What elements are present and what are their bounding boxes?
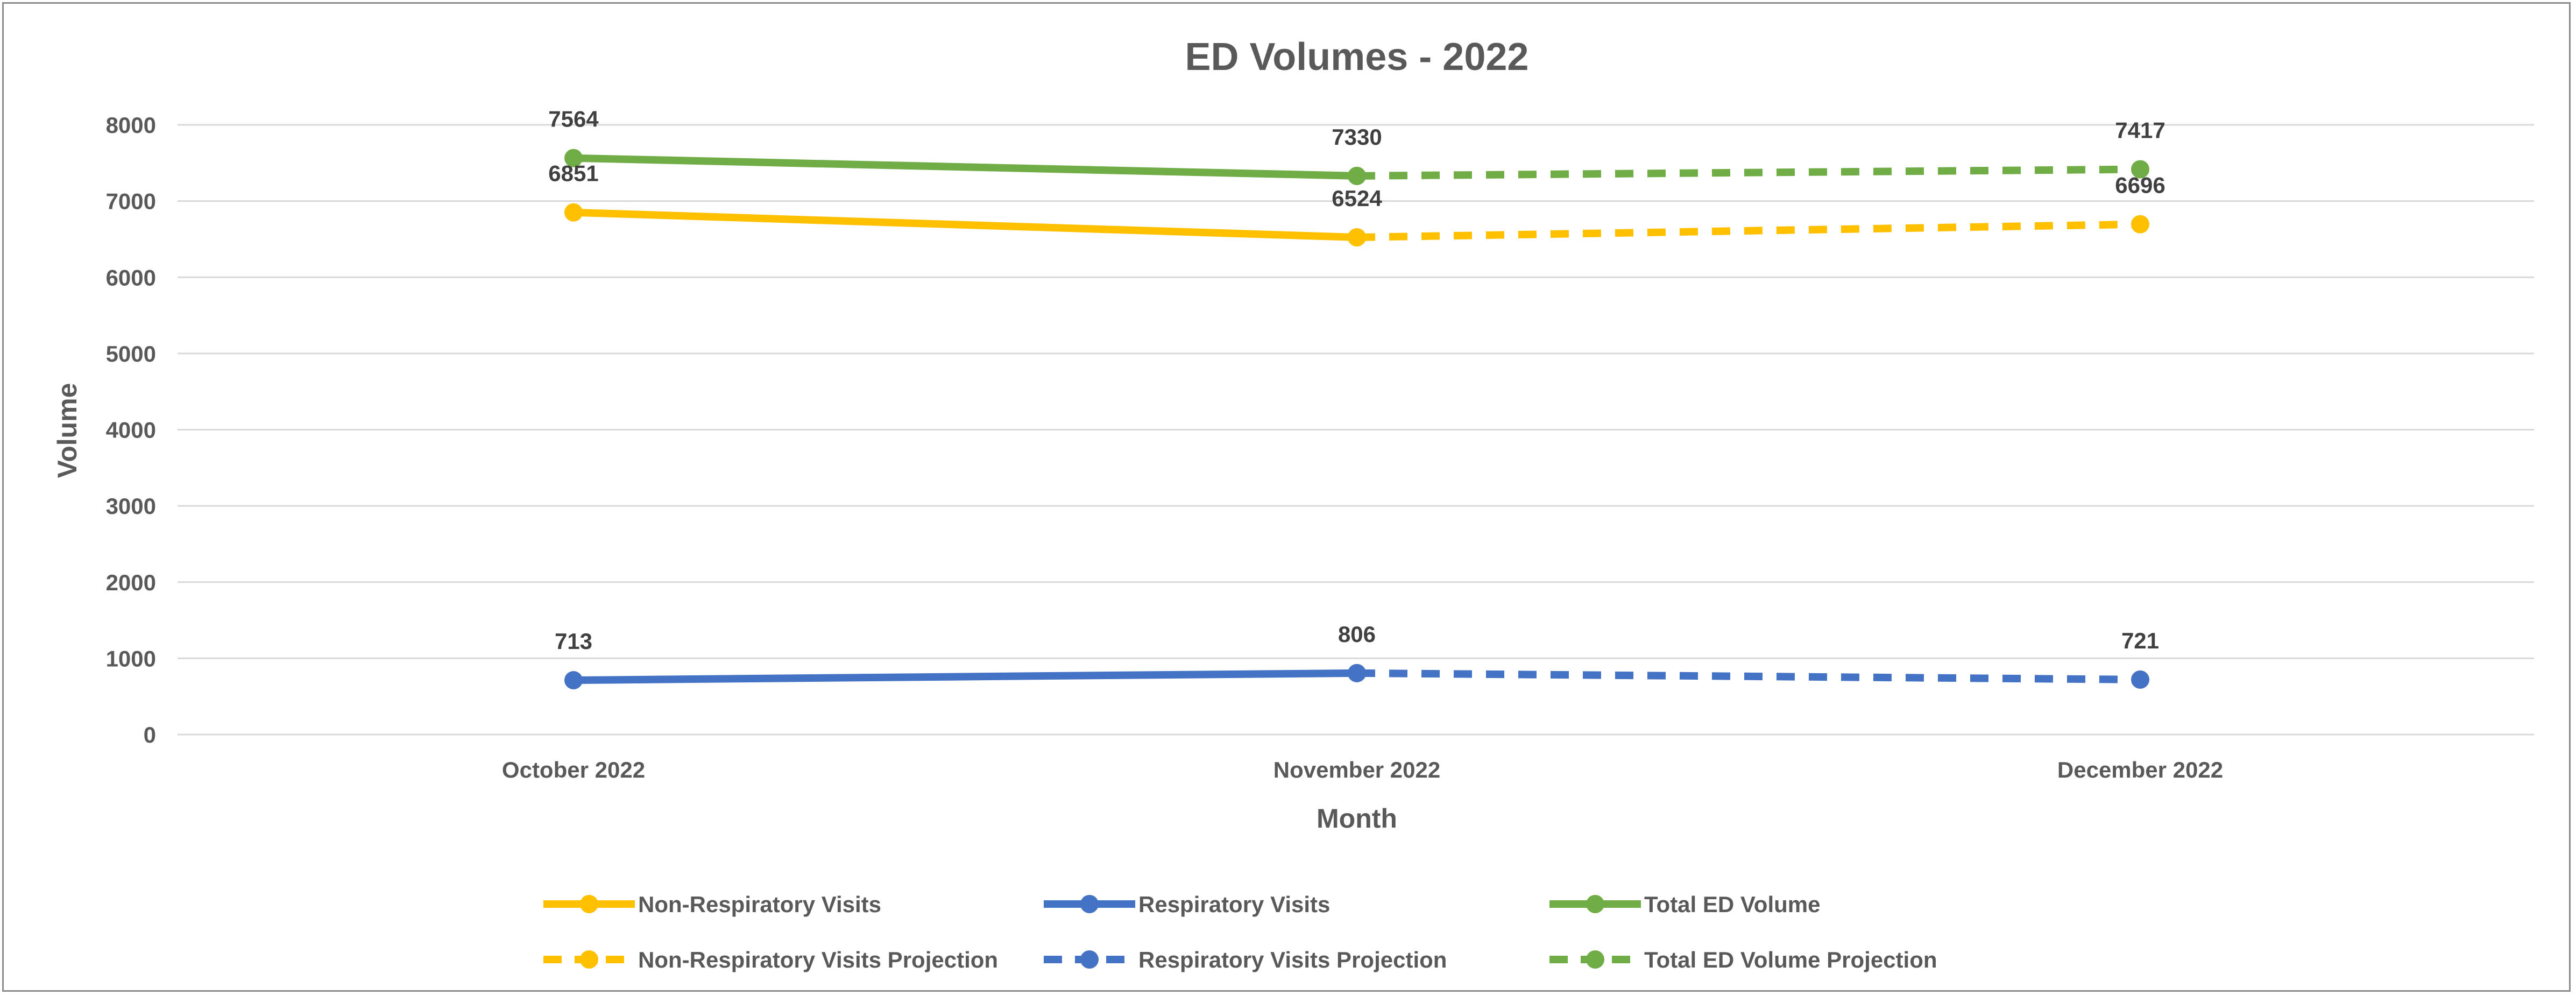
data-label-respiratory-visits-projection-2: 721 (2121, 628, 2159, 653)
legend-marker-total-ed-volume (1586, 895, 1604, 913)
data-point-respiratory-visits-projection-1 (1348, 664, 1366, 682)
legend-label-non-respiratory-visits: Non-Respiratory Visits (638, 892, 881, 917)
legend-item-non-respiratory-visits-projection: Non-Respiratory Visits Projection (543, 947, 998, 972)
legend-marker-respiratory-visits (1080, 895, 1099, 913)
y-tick-label-7000: 7000 (106, 189, 156, 214)
data-point-respiratory-visits-projection-2 (2131, 670, 2149, 689)
legend-label-total-ed-volume-projection: Total ED Volume Projection (1644, 947, 1937, 972)
x-tick-label-october-2022: October 2022 (502, 757, 645, 782)
data-point-total-ed-volume-projection-1 (1348, 166, 1366, 185)
data-point-non-respiratory-visits-projection-2 (2131, 215, 2149, 234)
legend-marker-respiratory-visits-projection (1080, 950, 1099, 969)
x-axis-tick-labels: October 2022 November 2022 December 2022 (502, 757, 2223, 782)
x-axis-title: Month (1317, 803, 1397, 834)
data-label-non-respiratory-visits-projection-2: 6696 (2115, 173, 2165, 198)
gridlines (178, 124, 2534, 736)
y-tick-label-4000: 4000 (106, 418, 156, 443)
legend-marker-total-ed-volume-projection (1586, 950, 1604, 969)
data-label-respiratory-visits-0: 713 (555, 629, 592, 654)
series-non-respiratory-visits (564, 203, 1366, 247)
series-non-respiratory-visits-projection (1348, 215, 2149, 247)
data-label-non-respiratory-visits-0: 6851 (548, 161, 598, 186)
data-label-non-respiratory-visits-1: 6524 (1332, 186, 1382, 211)
data-label-total-ed-volume-0: 7564 (548, 107, 599, 132)
chart-title: ED Volumes - 2022 (1185, 36, 1529, 79)
data-point-non-respiratory-visits-0 (564, 203, 583, 222)
y-tick-label-2000: 2000 (106, 570, 156, 595)
data-labels: 7564 7330 7417 6851 6524 6696 713 806 721 (548, 107, 2165, 654)
legend-label-total-ed-volume: Total ED Volume (1644, 892, 1820, 917)
x-tick-label-december-2022: December 2022 (2057, 757, 2223, 782)
legend-item-respiratory-visits: Respiratory Visits (1044, 892, 1330, 917)
y-tick-label-3000: 3000 (106, 493, 156, 519)
data-label-respiratory-visits-1: 806 (1338, 622, 1376, 647)
legend-label-respiratory-visits-projection: Respiratory Visits Projection (1138, 947, 1447, 972)
y-tick-label-5000: 5000 (106, 341, 156, 366)
legend-item-total-ed-volume: Total ED Volume (1549, 892, 1820, 917)
legend: Non-Respiratory Visits Respiratory Visits… (543, 892, 1937, 972)
legend-item-respiratory-visits-projection: Respiratory Visits Projection (1044, 947, 1447, 972)
data-label-total-ed-volume-1: 7330 (1332, 124, 1382, 150)
series-line-total-ed-volume (570, 154, 1361, 180)
series-line-non-respiratory-visits-projection (1356, 220, 2141, 242)
legend-item-total-ed-volume-projection: Total ED Volume Projection (1549, 947, 1937, 972)
data-point-total-ed-volume-projection-2 (2131, 160, 2149, 179)
series-respiratory-visits (564, 664, 1366, 690)
series-line-non-respiratory-visits (570, 208, 1361, 242)
legend-marker-non-respiratory-visits-projection (580, 950, 598, 969)
y-tick-label-1000: 1000 (106, 646, 156, 671)
legend-label-non-respiratory-visits-projection: Non-Respiratory Visits Projection (638, 947, 998, 972)
data-label-total-ed-volume-projection-2: 7417 (2115, 118, 2165, 143)
series-line-respiratory-visits-projection (1356, 669, 2141, 683)
y-tick-label-8000: 8000 (106, 112, 156, 138)
y-axis-tick-labels: 0 1000 2000 3000 4000 5000 6000 7000 8000 (106, 112, 156, 747)
series-respiratory-visits-projection (1348, 664, 2149, 689)
series-line-total-ed-volume-projection (1356, 165, 2141, 180)
data-point-total-ed-volume-0 (564, 149, 583, 167)
data-point-respiratory-visits-0 (564, 671, 583, 690)
y-axis-title: Volume (52, 383, 82, 478)
series-total-ed-volume-projection (1348, 160, 2149, 185)
legend-item-non-respiratory-visits: Non-Respiratory Visits (543, 892, 881, 917)
series-line-respiratory-visits (570, 669, 1361, 684)
series-lines (564, 149, 2149, 690)
legend-label-respiratory-visits: Respiratory Visits (1138, 892, 1330, 917)
data-point-non-respiratory-visits-projection-1 (1348, 228, 1366, 247)
y-tick-label-6000: 6000 (106, 265, 156, 290)
x-tick-label-november-2022: November 2022 (1273, 757, 1441, 782)
legend-marker-non-respiratory-visits (580, 895, 598, 913)
y-tick-label-0: 0 (144, 722, 156, 747)
series-total-ed-volume (564, 149, 1366, 185)
